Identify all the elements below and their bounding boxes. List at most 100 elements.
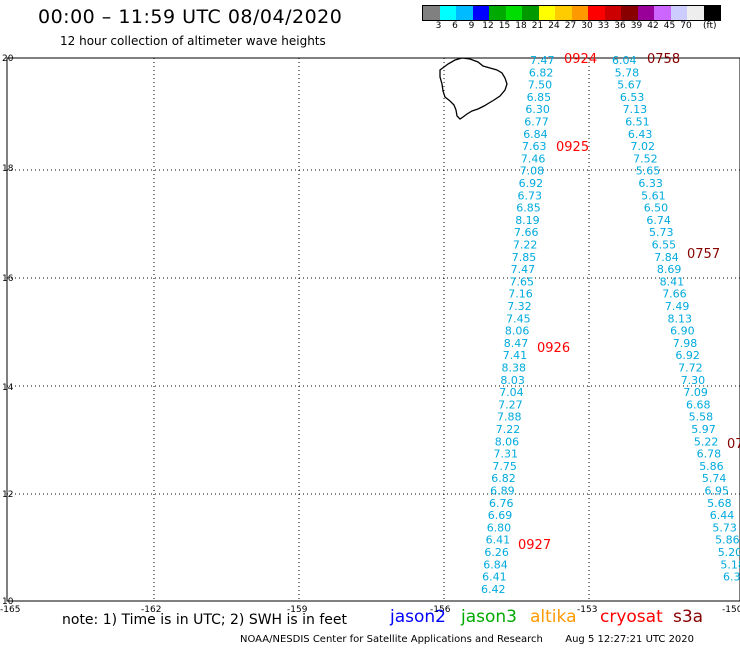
wave-height-value: 7.88 — [497, 411, 522, 424]
wave-height-value: 7.47 — [511, 263, 535, 276]
lon-label: -162 — [141, 605, 161, 615]
color-scale-swatch — [538, 6, 555, 20]
color-scale-tick: 15 — [498, 21, 511, 31]
wave-height-value: 6.33 — [638, 177, 663, 190]
wave-height-value: 6.26 — [484, 546, 509, 559]
pass-time-label: 0758 — [647, 52, 680, 67]
color-scale-swatch — [439, 6, 456, 20]
wave-height-value: 7.04 — [499, 386, 524, 399]
color-scale-tick: 39 — [630, 21, 643, 31]
credit-timestamp: Aug 5 12:27:21 UTC 2020 — [565, 634, 695, 645]
wave-height-value: 8.03 — [500, 374, 525, 387]
pass-time-label: 0924 — [564, 52, 597, 67]
lat-label: 12 — [2, 490, 13, 500]
page-title: 00:00 – 11:59 UTC 08/04/2020 — [38, 6, 343, 28]
wave-height-value: 6.68 — [686, 398, 711, 411]
wave-height-value: 7.45 — [506, 312, 530, 325]
wave-height-value: 7.84 — [654, 251, 679, 264]
color-scale-swatch — [522, 6, 539, 20]
color-scale-swatch — [687, 6, 704, 20]
wave-height-value: 6.85 — [527, 91, 552, 104]
color-scale-swatch — [472, 6, 489, 20]
lat-label: 10 — [2, 597, 14, 607]
wave-height-value: 5.86 — [699, 460, 724, 473]
wave-height-value: 5.22 — [694, 435, 719, 448]
wave-height-value: 6.84 — [483, 558, 508, 571]
wave-height-value: 6.92 — [675, 349, 700, 362]
lat-label: 20 — [2, 54, 14, 64]
wave-height-value: 8.38 — [502, 362, 527, 375]
color-scale-tick: 9 — [468, 21, 475, 31]
wave-height-value: 6.92 — [519, 177, 544, 190]
wave-height-value: 6.69 — [488, 509, 513, 522]
legend-jason2: jason2 — [390, 607, 446, 627]
color-scale-swatch — [588, 6, 605, 20]
wave-height-value: 7.66 — [662, 288, 687, 301]
color-scale-bar — [422, 5, 721, 21]
wave-height-value: 6.76 — [489, 497, 514, 510]
wave-height-value: 7.50 — [528, 79, 553, 92]
page-subtitle: 12 hour collection of altimeter wave hei… — [60, 34, 326, 48]
wave-height-value: 7.02 — [631, 140, 656, 153]
color-scale-swatch — [604, 6, 621, 20]
wave-height-value: 7.98 — [673, 337, 698, 350]
pass-time-label: 0927 — [518, 538, 551, 553]
lat-label: 18 — [2, 164, 14, 174]
color-scale-swatch — [505, 6, 522, 20]
wave-height-value: 5.65 — [636, 165, 661, 178]
wave-height-value: 7.47 — [530, 54, 555, 67]
wave-height-value: 8.06 — [495, 435, 520, 448]
graticule — [7, 58, 740, 601]
color-scale-swatch — [555, 6, 572, 20]
color-scale-swatch — [423, 6, 440, 20]
wave-height-value: 7.75 — [492, 460, 517, 473]
credit-org: NOAA/NESDIS Center for Satellite Applica… — [240, 634, 543, 645]
wave-height-value: 5.18 — [720, 558, 740, 571]
color-scale-tick: 42 — [647, 21, 659, 31]
color-scale-swatch — [637, 6, 654, 20]
longitude-labels: -165 -162 -159 -156 -153 -150 — [0, 605, 740, 615]
wave-height-value: 6.73 — [518, 189, 543, 202]
legend-jason3: jason3 — [461, 607, 517, 627]
wave-height-value: 5.97 — [691, 423, 716, 436]
wave-height-value: 5.61 — [641, 189, 666, 202]
wave-height-value: 5.58 — [689, 411, 714, 424]
wave-height-value: 7.66 — [514, 226, 539, 239]
pass-time-label: 0925 — [556, 140, 589, 155]
wave-height-value: 6.43 — [628, 128, 653, 141]
color-scale-tick: 21 — [531, 21, 544, 31]
credit-line: NOAA/NESDIS Center for Satellite Applica… — [240, 634, 694, 645]
pass-time-labels: 0924 0925 0926 0927 0758 0757 07 — [518, 52, 740, 553]
wave-height-value: 7.85 — [512, 251, 537, 264]
wave-height-value: 8.13 — [668, 312, 693, 325]
wave-height-value: 7.09 — [683, 386, 708, 399]
wave-height-value: 7.63 — [522, 140, 547, 153]
color-scale-swatch — [703, 6, 720, 20]
wave-height-value: 8.41 — [660, 275, 685, 288]
pass-time-label: 0757 — [687, 247, 720, 262]
wave-height-value: 6.74 — [646, 214, 671, 227]
wave-height-value: 6.53 — [620, 91, 645, 104]
wave-height-value: 6.51 — [625, 116, 650, 129]
wave-height-value: 6.77 — [524, 116, 549, 129]
wave-height-value: 5.73 — [712, 521, 737, 534]
wave-height-value: 6.30 — [525, 103, 550, 116]
legend-altika: altika — [530, 607, 577, 627]
wave-height-value: 6.44 — [710, 509, 735, 522]
color-scale-tick: 18 — [515, 21, 527, 31]
wave-height-value: 8.06 — [505, 325, 530, 338]
wave-height-value: 6.42 — [481, 583, 506, 596]
wave-height-value: 7.22 — [496, 423, 521, 436]
color-scale-tick: 45 — [663, 21, 676, 31]
color-scale-tick: 33 — [597, 21, 610, 31]
color-scale-swatch — [654, 6, 671, 20]
wave-height-value: 5.78 — [615, 66, 640, 79]
lat-label: 16 — [2, 274, 14, 284]
wave-height-value: 7.31 — [494, 448, 519, 461]
wave-height-value: 6.3 — [723, 571, 740, 584]
color-scale-tick: 24 — [548, 21, 560, 31]
wave-height-value: 5.73 — [649, 226, 674, 239]
wave-height-value: 7.27 — [498, 398, 522, 411]
wave-height-value: 7.46 — [521, 152, 546, 165]
wave-height-value: 8.19 — [515, 214, 540, 227]
